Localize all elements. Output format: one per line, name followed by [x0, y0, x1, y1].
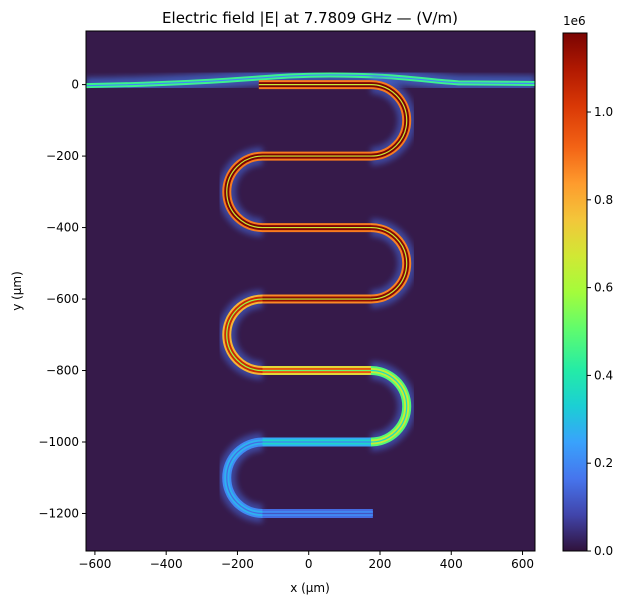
x-tick-label: 400 — [440, 557, 463, 571]
resonator-bend-center — [370, 84, 408, 157]
x-tick-label: 200 — [369, 557, 392, 571]
y-tick-label: −200 — [46, 149, 79, 163]
x-tick-label: −400 — [150, 557, 183, 571]
y-tick-label: −400 — [46, 221, 79, 235]
colorbar-tick-label: 0.2 — [594, 456, 613, 470]
resonator-bend-center — [370, 226, 408, 300]
x-axis: −600 −400 −200 0 200 400 600 — [78, 551, 534, 571]
y-tick-label: 0 — [71, 78, 79, 92]
chart-title: Electric field |E| at 7.7809 GHz — (V/m) — [162, 9, 458, 27]
colorbar-ticks: 0.0 0.2 0.4 0.6 0.8 1.0 — [587, 105, 613, 558]
y-tick-label: −800 — [46, 364, 79, 378]
plot-frame — [85, 30, 536, 552]
x-axis-label: x (µm) — [290, 581, 330, 595]
y-axis: 0 −200 −400 −600 −800 −1000 −1200 — [38, 78, 86, 520]
colorbar-tick-label: 1.0 — [594, 105, 613, 119]
x-tick-label: 600 — [511, 557, 534, 571]
y-tick-label: −1000 — [38, 435, 79, 449]
y-tick-label: −600 — [46, 292, 79, 306]
resonator-bend-center — [370, 369, 408, 443]
x-tick-label: 0 — [305, 557, 313, 571]
colorbar-tick-label: 0.0 — [594, 544, 613, 558]
x-tick-label: −600 — [78, 557, 111, 571]
y-axis-label: y (µm) — [10, 271, 24, 311]
resonator-bend-center — [226, 155, 263, 229]
y-tick-label: −1200 — [38, 506, 79, 520]
colorbar-tick-label: 0.4 — [594, 368, 613, 382]
colorbar — [562, 32, 588, 552]
resonator-bend-center — [226, 298, 263, 372]
x-tick-label: −200 — [221, 557, 254, 571]
resonator-bend-center — [226, 441, 263, 515]
plot-area — [86, 31, 535, 551]
feedline-core — [86, 74, 535, 87]
colorbar-tick-label: 0.6 — [594, 281, 613, 295]
colorbar-scale-label: 1e6 — [563, 14, 586, 28]
field-structures — [86, 66, 535, 523]
colorbar-tick-label: 0.8 — [594, 193, 613, 207]
